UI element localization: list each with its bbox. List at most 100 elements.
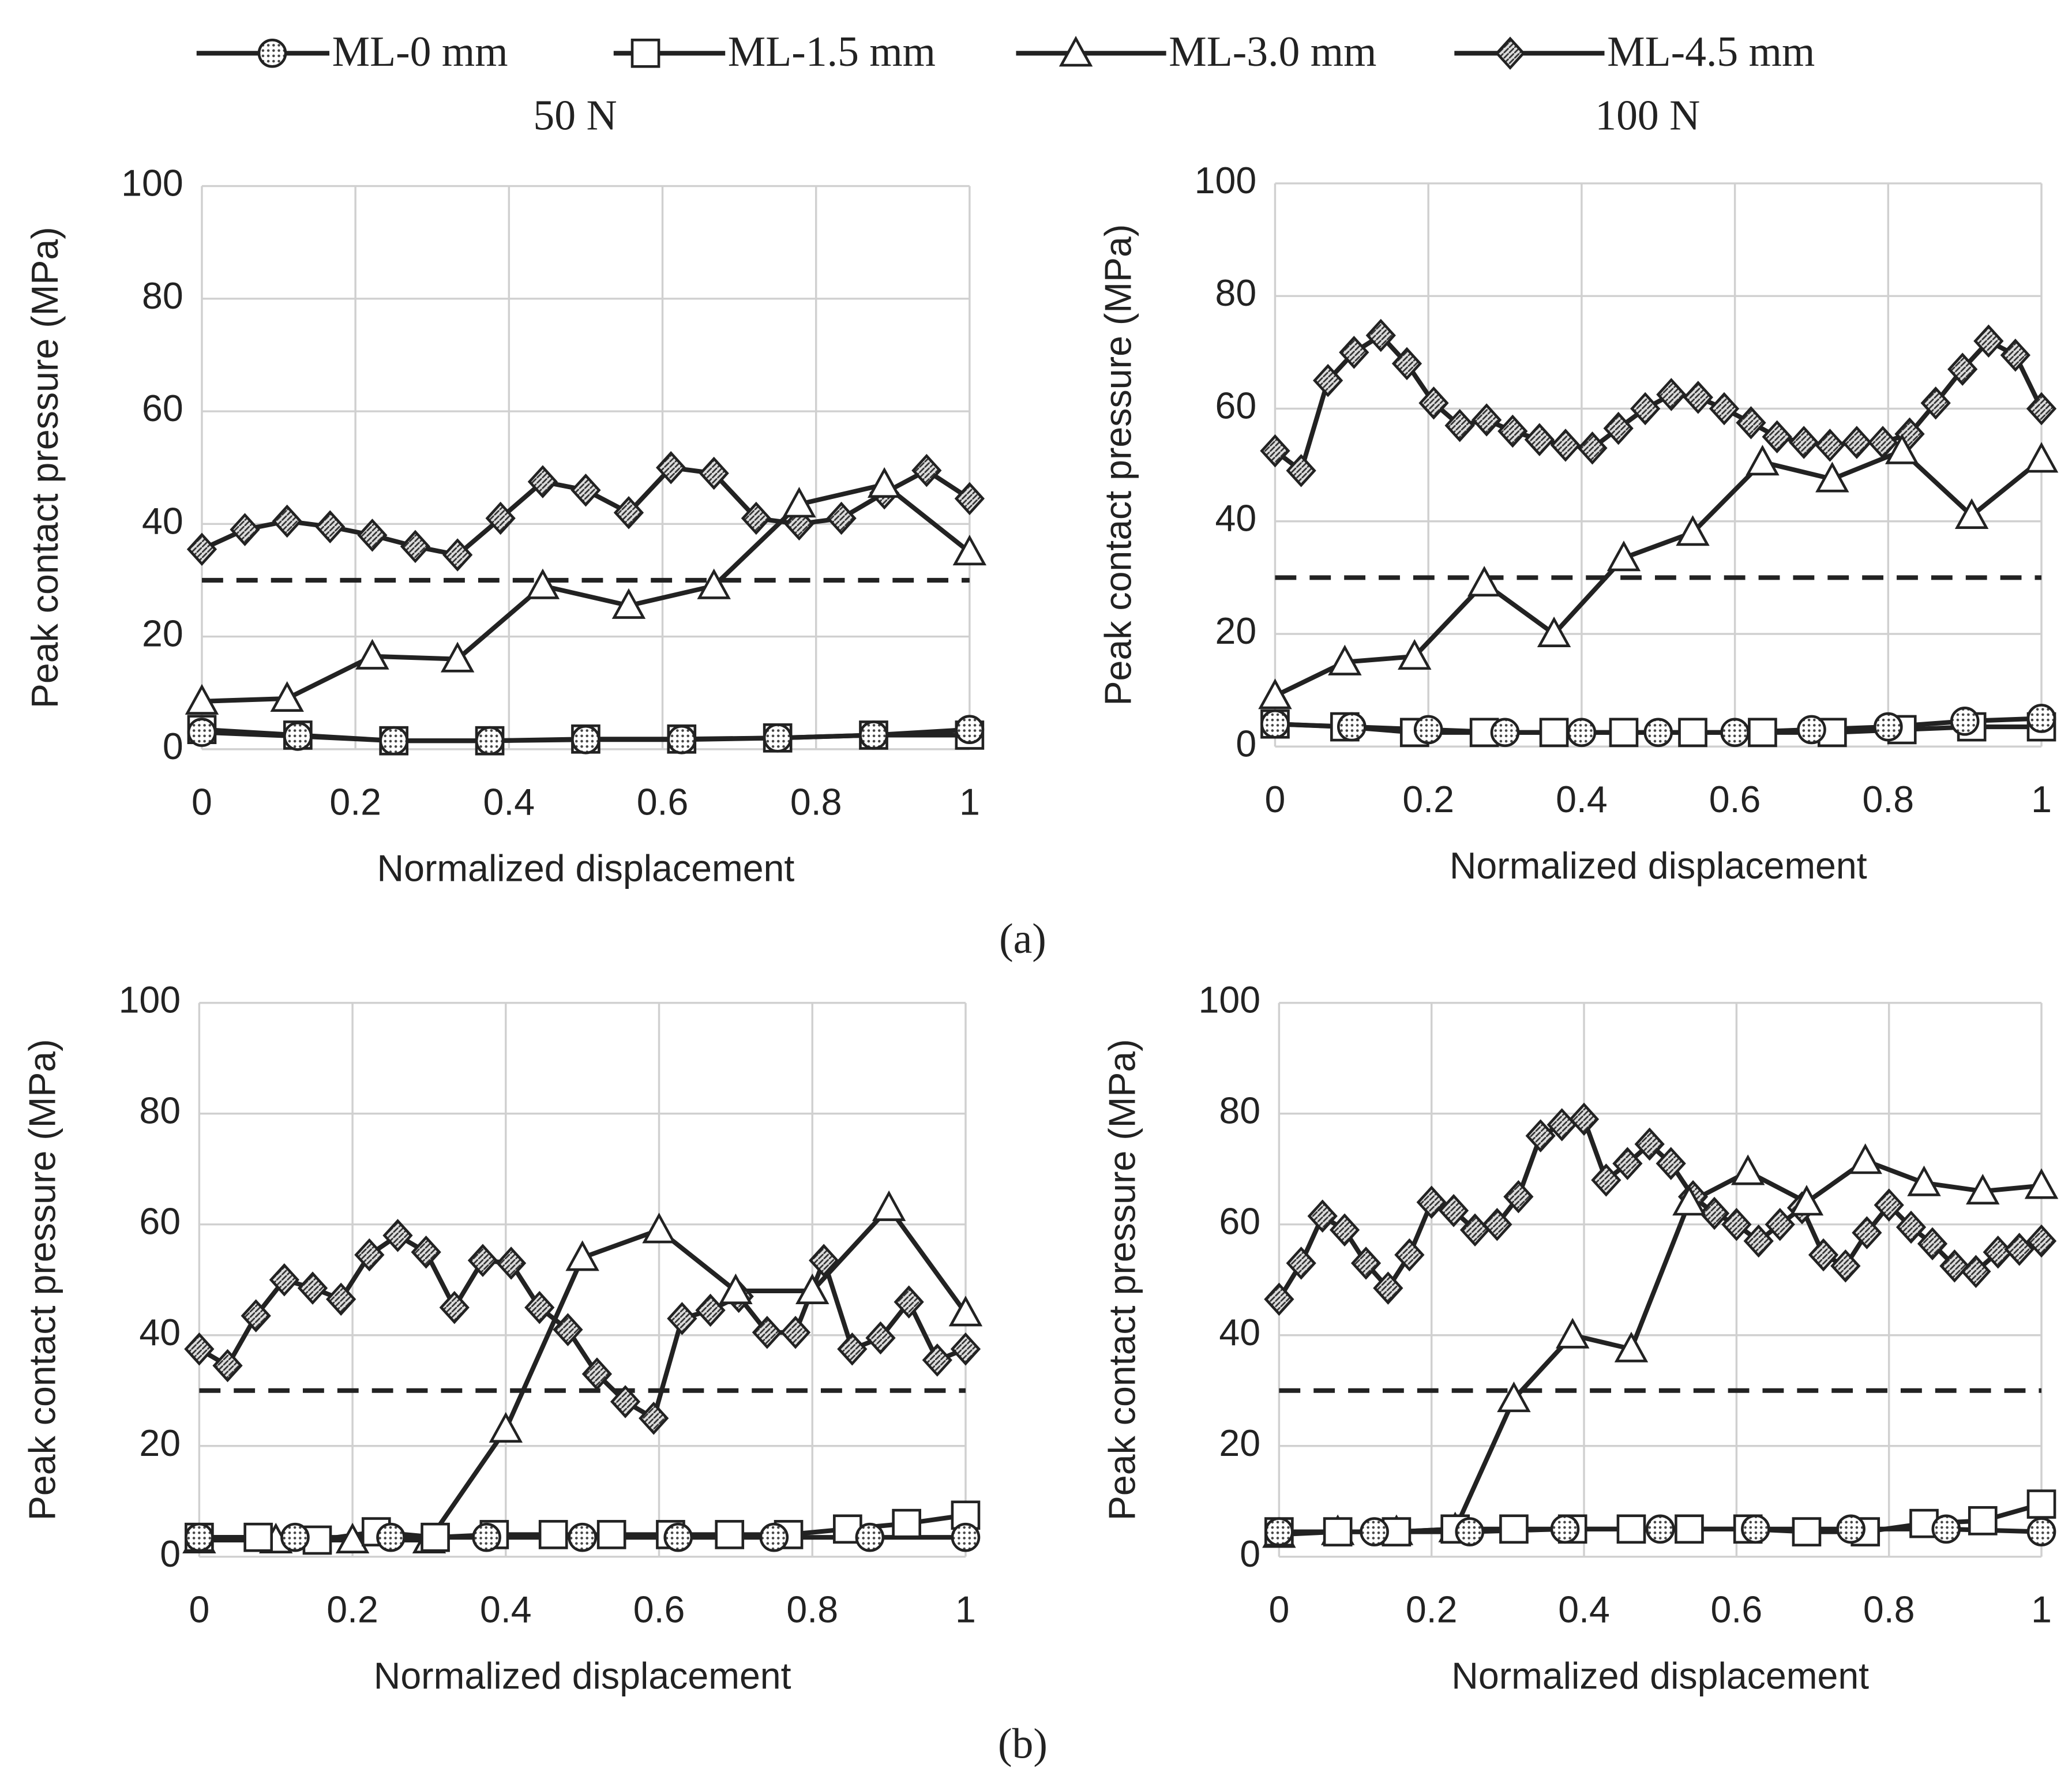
x-tick-label: 0.8 [786,1589,838,1631]
marker-triangle [489,1411,523,1443]
marker-diamond [1307,1199,1338,1233]
marker-diamond [1603,411,1634,445]
x-axis-label: Normalized displacement [1451,1655,1869,1697]
marker-square [421,1522,450,1552]
x-tick-label: 0.4 [1558,1589,1610,1631]
marker-triangle [1328,644,1362,675]
marker-diamond [950,1332,981,1366]
y-axis-label: Peak contact pressure (MPa) [1101,1039,1143,1521]
marker-diamond [1312,363,1343,397]
x-tick-label: 1 [2031,779,2052,820]
marker-circle [1360,1517,1389,1546]
marker-square [1675,1514,1704,1544]
marker-triangle [1676,515,1710,546]
marker-diamond [2004,1233,2035,1266]
marker-triangle [2024,1168,2059,1199]
marker-triangle [782,487,816,518]
marker-triangle [1537,616,1571,647]
marker-triangle [1497,1381,1531,1413]
panel-title: 100 N [1595,91,1700,138]
marker-square [1382,1517,1412,1546]
marker-diamond [911,453,942,487]
marker-diamond [1917,1227,1948,1261]
x-tick-label: 0.6 [1711,1589,1763,1631]
y-tick-label: 100 [1195,160,1257,201]
x-tick-label: 0.2 [329,782,381,823]
marker-diamond [1947,352,1978,386]
marker-circle [1873,712,1903,742]
marker-circle [283,722,313,751]
marker-diamond [2000,338,2031,372]
marker-square [1792,1517,1822,1546]
x-tick-label: 0.8 [1863,1589,1915,1631]
marker-diamond [1841,426,1872,459]
x-tick-label: 0.4 [480,1589,532,1631]
y-tick-label: 20 [142,613,183,655]
y-tick-label: 80 [139,1090,181,1132]
marker-diamond [524,1290,555,1324]
x-tick-label: 1 [955,1589,976,1631]
marker-circle [2026,1517,2056,1546]
marker-diamond [1683,381,1713,414]
marker-diamond [1867,426,1898,459]
marker-circle [1550,1514,1580,1544]
y-tick-label: 0 [1236,723,1256,764]
marker-triangle [1672,1185,1706,1216]
marker-circle [1413,715,1443,745]
marker-triangle [1058,36,1093,67]
marker-diamond [2026,1224,2057,1258]
marker-diamond [1852,1216,1882,1249]
marker-diamond [954,482,985,516]
y-tick-label: 60 [1215,385,1257,426]
marker-diamond [1830,1249,1861,1283]
legend-label: ML-4.5 mm [1607,28,1815,75]
marker-diamond [1656,378,1687,411]
marker-diamond [809,1244,839,1277]
marker-diamond [1789,426,1819,459]
marker-diamond [382,1219,413,1252]
marker-triangle [2024,442,2059,473]
x-tick-label: 0 [192,782,212,823]
marker-circle [763,723,793,753]
marker-diamond [2026,392,2057,426]
marker-diamond [780,1316,811,1349]
legend-label: ML-3.0 mm [1169,28,1376,75]
x-tick-label: 0.2 [326,1589,378,1631]
x-tick-label: 0 [1265,779,1286,820]
y-tick-label: 60 [139,1201,181,1242]
marker-circle [475,726,505,756]
marker-diamond [1736,406,1766,440]
y-tick-label: 40 [1215,498,1257,539]
marker-triangle [1848,1143,1882,1174]
x-tick-label: 0.4 [483,782,535,823]
y-tick-label: 0 [163,726,183,767]
marker-triangle [697,568,731,599]
marker-diamond [639,1402,669,1435]
marker-triangle [565,1240,599,1271]
y-tick-label: 100 [121,163,183,204]
x-tick-label: 1 [2031,1589,2052,1631]
marker-diamond [1762,420,1792,454]
x-tick-label: 0 [189,1589,209,1631]
marker-triangle [1746,445,1780,476]
marker-square [2026,1489,2056,1519]
marker-diamond [1973,324,2004,358]
y-tick-label: 80 [1215,272,1257,314]
y-tick-label: 0 [1240,1533,1260,1575]
marker-circle [568,1522,598,1552]
marker-circle [187,718,217,747]
marker-diamond [1721,1207,1752,1241]
marker-circle [663,1522,693,1552]
marker-square [1539,718,1569,748]
marker-diamond [1339,336,1369,369]
marker-square [1748,718,1777,748]
y-tick-label: 0 [160,1533,181,1575]
marker-diamond [1709,392,1740,426]
marker-triangle [1258,678,1292,709]
marker-diamond [269,1263,299,1297]
marker-circle [280,1522,310,1552]
x-axis-label: Normalized displacement [377,848,795,889]
marker-diamond [1524,423,1555,456]
marker-circle [759,1522,789,1552]
marker-circle [1490,718,1520,748]
